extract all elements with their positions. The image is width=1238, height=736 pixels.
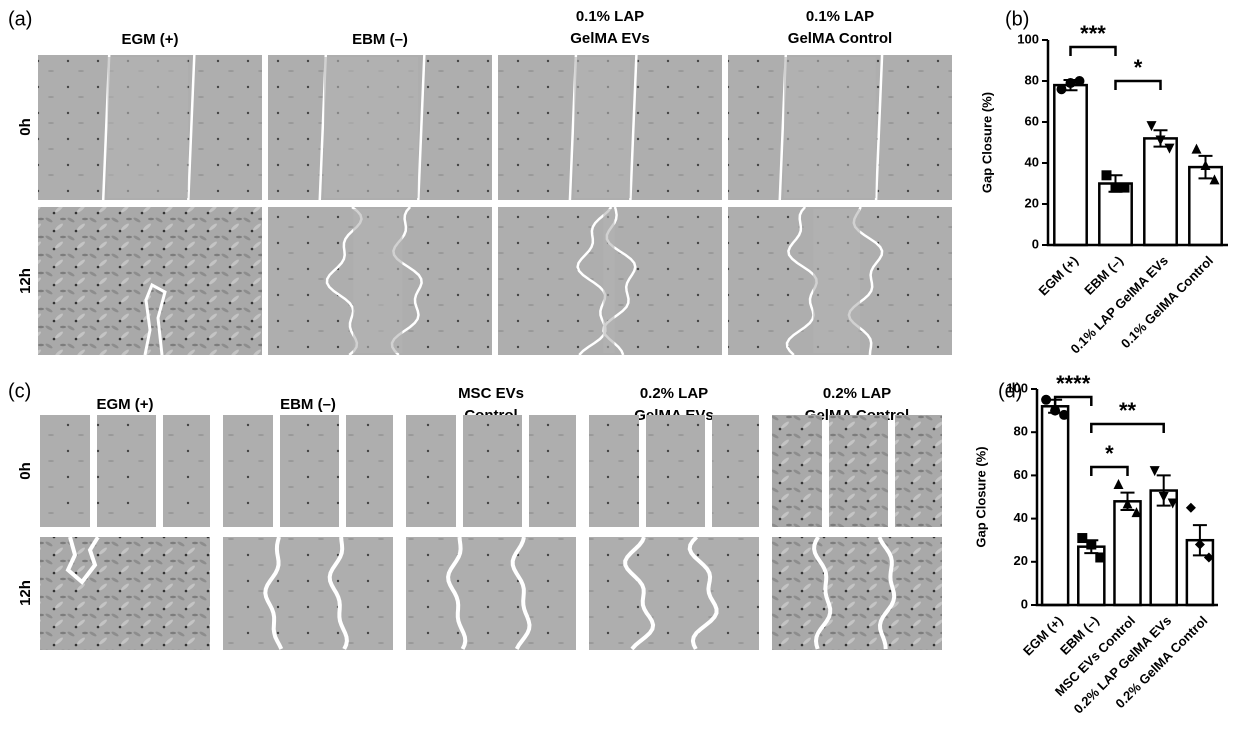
micrograph [895, 415, 942, 527]
micrograph [772, 415, 822, 527]
data-point [1102, 170, 1112, 180]
y-tick-label: 80 [1025, 72, 1039, 87]
column-title: EBM (–) [352, 31, 408, 48]
significance-label: *** [1080, 21, 1106, 46]
micrograph [463, 415, 522, 527]
micrograph [529, 415, 576, 527]
significance-label: * [1134, 55, 1143, 80]
micrograph [163, 415, 210, 527]
row-label: 12h [17, 580, 34, 606]
bar [1042, 406, 1068, 605]
micrograph [712, 415, 759, 527]
bar [1099, 184, 1131, 246]
column-title: EGM (+) [96, 396, 153, 413]
gap [813, 209, 860, 353]
y-tick-label: 20 [1014, 553, 1028, 568]
significance-bracket [1071, 47, 1116, 56]
gap [353, 209, 402, 353]
significance-bracket [1055, 397, 1091, 406]
micrograph [280, 415, 339, 527]
gap [324, 57, 418, 198]
micrograph [223, 415, 273, 527]
column-title: EGM (+) [121, 31, 178, 48]
x-tick-label: 0.1% GelMA Control [1118, 253, 1216, 351]
y-tick-label: 60 [1014, 467, 1028, 482]
data-point [1075, 76, 1085, 86]
gap [784, 57, 876, 198]
data-point [1192, 144, 1202, 154]
panel-label: (a) [8, 8, 32, 30]
column-title: 0.2% LAP [640, 385, 708, 402]
y-axis-label: Gap Closure (%) [979, 92, 994, 193]
data-point [1086, 540, 1096, 550]
data-point [1066, 78, 1076, 88]
significance-bracket [1091, 424, 1163, 433]
data-point [1059, 410, 1069, 420]
micrograph [406, 415, 456, 527]
column-title: MSC EVs [458, 385, 524, 402]
figure: (a) (c) EGM (+)EBM (–)0.1% LAPGelMA EVs0… [0, 0, 1238, 731]
column-title: 0.1% LAP [576, 8, 644, 25]
row-label: 12h [17, 268, 34, 294]
micrograph [589, 415, 639, 527]
data-point [1114, 479, 1124, 489]
data-point [1186, 503, 1196, 513]
micrograph [40, 537, 210, 650]
data-point [1095, 552, 1105, 562]
micrograph [589, 537, 759, 650]
gap [107, 57, 188, 198]
y-tick-label: 40 [1025, 154, 1039, 169]
x-tick-label: EGM (+) [1035, 253, 1081, 299]
micrograph [97, 415, 156, 527]
y-tick-label: 0 [1032, 236, 1039, 251]
y-tick-label: 80 [1014, 424, 1028, 439]
y-tick-label: 60 [1025, 113, 1039, 128]
data-point [1120, 183, 1130, 193]
data-point [1111, 183, 1121, 193]
y-tick-label: 40 [1014, 510, 1028, 525]
significance-label: ** [1119, 398, 1137, 423]
column-title: 0.1% LAP [806, 8, 874, 25]
significance-label: * [1105, 441, 1114, 466]
y-tick-label: 0 [1021, 596, 1028, 611]
y-tick-label: 100 [1017, 31, 1039, 46]
significance-label: **** [1056, 371, 1091, 396]
micrograph [646, 415, 705, 527]
column-title: EBM (–) [280, 396, 336, 413]
data-point [1041, 395, 1051, 405]
x-tick-label: EBM (–) [1081, 253, 1126, 298]
data-point [1057, 84, 1067, 94]
data-point [1077, 533, 1087, 543]
significance-bracket [1091, 467, 1127, 476]
y-axis-label: Gap Closure (%) [973, 446, 988, 547]
panel-label: (c) [8, 380, 31, 402]
gap [574, 57, 630, 198]
y-tick-label: 100 [1006, 380, 1028, 395]
micrograph [40, 415, 90, 527]
micrograph [829, 415, 888, 527]
significance-bracket [1116, 81, 1161, 90]
y-tick-label: 20 [1025, 195, 1039, 210]
row-label: 0h [17, 118, 34, 136]
column-title: GelMA EVs [570, 30, 649, 47]
row-label: 0h [17, 462, 34, 480]
column-title: 0.2% LAP [823, 385, 891, 402]
bar [1054, 85, 1086, 245]
data-point [1050, 406, 1060, 416]
column-title: GelMA Control [788, 30, 892, 47]
x-tick-label: EGM (+) [1020, 613, 1066, 659]
data-point [1201, 160, 1211, 170]
micrograph [223, 537, 393, 650]
gap [603, 209, 614, 353]
micrograph [406, 537, 576, 650]
bar [1144, 138, 1176, 245]
micrograph [346, 415, 393, 527]
panel-label: (b) [1005, 8, 1029, 30]
micrograph [772, 537, 942, 650]
